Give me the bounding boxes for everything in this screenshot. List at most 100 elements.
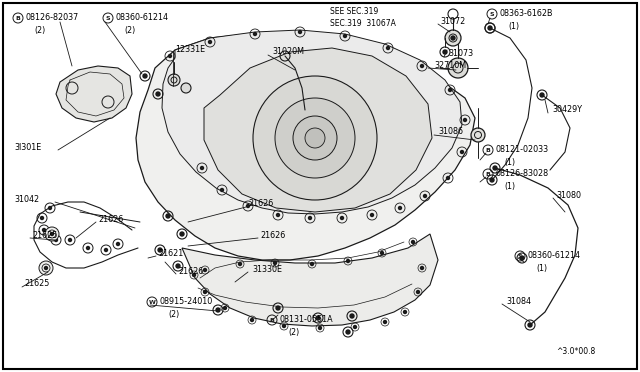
Circle shape <box>420 266 424 269</box>
Text: (1): (1) <box>536 263 547 273</box>
Circle shape <box>239 263 241 266</box>
Circle shape <box>493 166 497 170</box>
Circle shape <box>449 89 451 92</box>
Circle shape <box>371 214 374 217</box>
Circle shape <box>246 205 250 208</box>
Text: SEE SEC.319: SEE SEC.319 <box>330 7 378 16</box>
Text: (1): (1) <box>504 157 515 167</box>
Circle shape <box>156 92 160 96</box>
Text: 08126-83028: 08126-83028 <box>495 170 548 179</box>
Circle shape <box>276 214 280 217</box>
Text: 31042: 31042 <box>14 196 39 205</box>
Text: B: B <box>486 171 490 176</box>
Circle shape <box>221 189 223 192</box>
Text: (2): (2) <box>288 327 300 337</box>
Text: S: S <box>490 12 494 16</box>
Circle shape <box>490 178 494 182</box>
Circle shape <box>308 217 312 219</box>
Text: 21625: 21625 <box>24 279 49 289</box>
Circle shape <box>528 323 532 327</box>
Circle shape <box>49 206 51 209</box>
Circle shape <box>40 217 44 219</box>
Circle shape <box>282 324 285 327</box>
Text: 08915-24010: 08915-24010 <box>159 298 212 307</box>
Circle shape <box>424 195 426 198</box>
Circle shape <box>273 262 276 264</box>
Circle shape <box>488 26 492 30</box>
Circle shape <box>461 151 463 154</box>
Circle shape <box>166 214 170 218</box>
Circle shape <box>447 176 449 180</box>
Circle shape <box>381 251 383 254</box>
Text: W: W <box>148 299 156 305</box>
Circle shape <box>383 321 387 324</box>
Circle shape <box>353 326 356 328</box>
Polygon shape <box>162 30 462 214</box>
Circle shape <box>216 308 220 312</box>
Text: S: S <box>518 253 522 259</box>
Text: 31080: 31080 <box>556 192 581 201</box>
Circle shape <box>403 311 406 314</box>
Circle shape <box>344 35 346 38</box>
Text: B: B <box>15 16 20 20</box>
Circle shape <box>209 41 211 44</box>
Circle shape <box>451 36 455 40</box>
Circle shape <box>298 31 301 33</box>
Circle shape <box>39 261 53 275</box>
Text: (2): (2) <box>34 26 45 35</box>
Circle shape <box>387 46 390 49</box>
Circle shape <box>350 314 354 318</box>
Text: (1): (1) <box>504 182 515 190</box>
Circle shape <box>340 217 344 219</box>
Text: 31084: 31084 <box>506 298 531 307</box>
Circle shape <box>346 260 349 263</box>
Text: 08131-0551A: 08131-0551A <box>279 315 333 324</box>
Text: 31072: 31072 <box>440 17 465 26</box>
Circle shape <box>276 306 280 310</box>
Circle shape <box>86 247 90 250</box>
Circle shape <box>346 330 350 334</box>
Circle shape <box>305 128 325 148</box>
Circle shape <box>417 291 419 294</box>
Text: 08121-02033: 08121-02033 <box>495 145 548 154</box>
Text: SEC.319  31067A: SEC.319 31067A <box>330 19 396 29</box>
Circle shape <box>180 232 184 236</box>
Circle shape <box>520 256 524 260</box>
Text: ^3.0*00.8: ^3.0*00.8 <box>556 347 595 356</box>
Text: B: B <box>269 317 275 323</box>
Circle shape <box>463 119 467 122</box>
Polygon shape <box>136 34 475 260</box>
Circle shape <box>143 74 147 78</box>
Circle shape <box>45 266 47 269</box>
Text: (2): (2) <box>124 26 135 35</box>
Circle shape <box>68 238 72 241</box>
Text: S: S <box>106 16 110 20</box>
Circle shape <box>116 243 120 246</box>
Text: 31020M: 31020M <box>272 48 304 57</box>
Circle shape <box>540 93 544 97</box>
Polygon shape <box>182 234 438 326</box>
Text: 21626: 21626 <box>248 199 273 208</box>
Circle shape <box>412 241 415 244</box>
Text: B: B <box>486 148 490 153</box>
Text: 31073: 31073 <box>448 49 473 58</box>
Text: 21625: 21625 <box>32 231 58 241</box>
Text: 12331E: 12331E <box>175 45 205 55</box>
Text: 21621: 21621 <box>158 250 183 259</box>
Circle shape <box>168 74 180 86</box>
Circle shape <box>51 232 54 235</box>
Text: (1): (1) <box>508 22 519 31</box>
Circle shape <box>104 248 108 251</box>
Circle shape <box>250 318 253 321</box>
Circle shape <box>253 76 377 200</box>
Polygon shape <box>56 66 132 122</box>
Text: 21626: 21626 <box>260 231 285 241</box>
Text: 31330E: 31330E <box>252 266 282 275</box>
Circle shape <box>181 83 191 93</box>
Circle shape <box>168 55 172 58</box>
Text: 08360-61214: 08360-61214 <box>115 13 168 22</box>
Text: 32710M: 32710M <box>434 61 466 71</box>
Circle shape <box>316 316 320 320</box>
Text: 3l301E: 3l301E <box>14 144 41 153</box>
Text: 08363-6162B: 08363-6162B <box>499 10 552 19</box>
